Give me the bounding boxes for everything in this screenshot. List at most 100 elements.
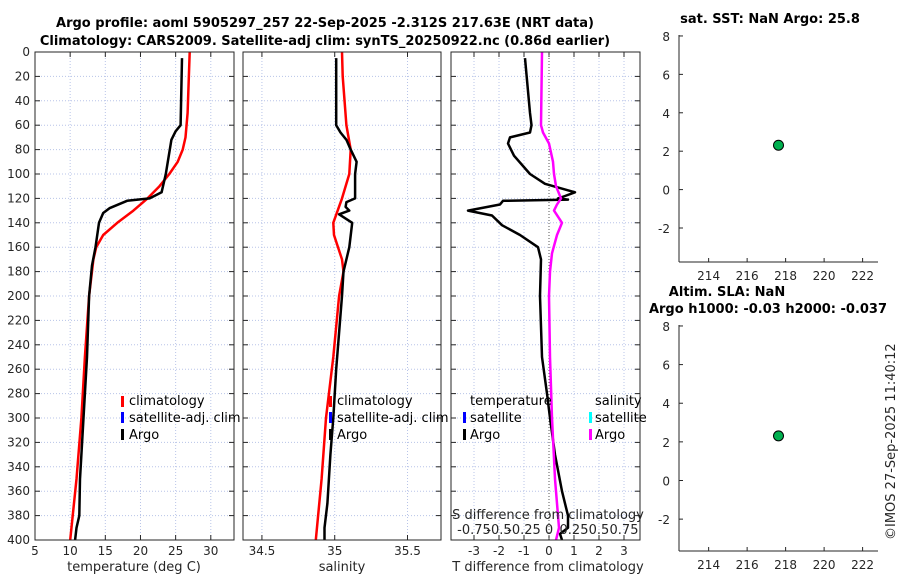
x-tick-label: 3: [620, 544, 628, 558]
legend3-salinity-header: salinity: [595, 394, 642, 409]
y-tick-label: 320: [7, 435, 30, 449]
s-diff-tick-label: -0.25: [507, 523, 541, 538]
y-tick-label: 8: [662, 30, 670, 44]
y-tick-label: 360: [7, 484, 30, 498]
y-tick-label: 180: [7, 265, 30, 279]
y-tick-label: 4: [662, 397, 670, 411]
legend3-s-argo: Argo: [595, 428, 625, 443]
s-diff-tick-label: -0.75: [457, 523, 491, 538]
y-tick-label: 2: [662, 145, 670, 159]
y-tick-label: 6: [662, 68, 670, 82]
temperature-axes-box: [34, 51, 235, 541]
sdiff-xlabel: S difference from climatology: [452, 508, 644, 523]
y-tick-label: 2: [662, 436, 670, 450]
x-tick-label: 222: [851, 558, 874, 572]
legend3-t-satellite: satellite: [470, 411, 522, 426]
legend-climatology: climatology: [129, 394, 205, 409]
y-tick-label: 380: [7, 509, 30, 523]
legend3-t-argo: Argo: [470, 428, 500, 443]
x-tick-label: 222: [851, 269, 874, 283]
x-tick-label: 25: [168, 544, 183, 558]
legend3-temperature-header: temperature: [470, 394, 552, 409]
x-tick-label: 10: [63, 544, 78, 558]
legend2-argo: Argo: [337, 428, 367, 443]
legend2-climatology: climatology: [337, 394, 413, 409]
s-diff-tick-label: 0: [545, 523, 553, 538]
y-tick-label: 160: [7, 240, 30, 254]
y-tick-label: 400: [7, 533, 30, 547]
sst_map-argo-location-marker: [773, 139, 784, 151]
x-tick-label: 214: [697, 558, 720, 572]
x-tick-label: 15: [98, 544, 113, 558]
y-tick-label: 220: [7, 313, 30, 327]
x-tick-label: 214: [697, 269, 720, 283]
salinity-series-climatology: [314, 51, 352, 541]
x-tick-label: 220: [813, 269, 836, 283]
y-tick-label: 60: [15, 118, 30, 132]
y-tick-label: 240: [7, 338, 30, 352]
x-tick-label: 20: [133, 544, 148, 558]
x-tick-label: 30: [203, 544, 218, 558]
y-tick-label: 200: [7, 289, 30, 303]
y-tick-label: 340: [7, 460, 30, 474]
x-tick-label: 0: [545, 544, 553, 558]
x-tick-label: 35.5: [394, 544, 421, 558]
s-diff-tick-label: -0.5: [486, 523, 511, 538]
y-tick-label: 8: [662, 320, 670, 334]
difference-series-salinity-argo: [539, 51, 564, 541]
timestamp: ©IMOS 27-Sep-2025 11:40:12: [884, 343, 899, 540]
s-diff-tick-label: 0.25: [560, 523, 589, 538]
x-tick-label: 34.5: [249, 544, 276, 558]
y-tick-label: -2: [658, 513, 670, 527]
y-tick-label: 100: [7, 167, 30, 181]
temperature-xlabel: temperature (deg C): [67, 560, 201, 575]
sla_map-argo-location-marker: [773, 430, 784, 442]
y-tick-label: 260: [7, 362, 30, 376]
difference-axes-box: [450, 51, 641, 541]
x-tick-label: -1: [518, 544, 530, 558]
tdiff-xlabel: T difference from climatology: [451, 560, 644, 575]
temperature-series-argo: [73, 58, 184, 541]
x-tick-label: -2: [493, 544, 505, 558]
legend2-satellite-swatch: [329, 412, 332, 423]
y-tick-label: 20: [15, 69, 30, 83]
y-tick-label: 300: [7, 411, 30, 425]
x-tick-label: 2: [595, 544, 603, 558]
legend2-climatology-swatch: [329, 396, 332, 407]
y-tick-label: 280: [7, 387, 30, 401]
legend2-satellite: satellite-adj. clim: [337, 411, 449, 426]
y-tick-label: 0: [22, 45, 30, 59]
y-tick-label: 4: [662, 107, 670, 121]
salinity-axes-box: [242, 51, 442, 541]
y-tick-label: 80: [15, 143, 30, 157]
figure-title-line2: Climatology: CARS2009. Satellite-adj cli…: [40, 34, 610, 49]
legend2-argo-swatch: [329, 429, 332, 440]
y-tick-label: 6: [662, 359, 670, 373]
legend-satellite: satellite-adj. clim: [129, 411, 241, 426]
y-tick-label: 0: [662, 474, 670, 488]
legend3-s-satellite-swatch: [589, 412, 592, 423]
legend3-s-argo-swatch: [589, 429, 592, 440]
y-tick-label: 0: [662, 184, 670, 198]
x-tick-label: 220: [813, 558, 836, 572]
y-tick-label: 40: [15, 94, 30, 108]
figure-title-line1: Argo profile: aoml 5905297_257 22-Sep-20…: [56, 16, 594, 31]
sla-panel-title: Altim. SLA: NaN: [669, 285, 785, 300]
legend3-t-argo-swatch: [463, 429, 466, 440]
s-diff-tick-label: 0.5: [589, 523, 610, 538]
legend-climatology-swatch: [121, 396, 124, 407]
legend3-s-satellite: satellite: [595, 411, 647, 426]
temperature-series-climatology: [68, 51, 191, 541]
s-diff-tick-label: 0.75: [610, 523, 639, 538]
legend3-t-satellite-swatch: [463, 412, 466, 423]
x-tick-label: 35: [327, 544, 342, 558]
y-tick-label: 120: [7, 191, 30, 205]
sla-panel-subtitle: Argo h1000: -0.03 h2000: -0.037: [649, 302, 887, 317]
x-tick-label: 5: [31, 544, 39, 558]
legend-argo: Argo: [129, 428, 159, 443]
legend-satellite-swatch: [121, 412, 124, 423]
legends: climatology satellite-adj. clim Argo cli…: [121, 394, 647, 523]
sst-panel-title: sat. SST: NaN Argo: 25.8: [680, 12, 860, 27]
